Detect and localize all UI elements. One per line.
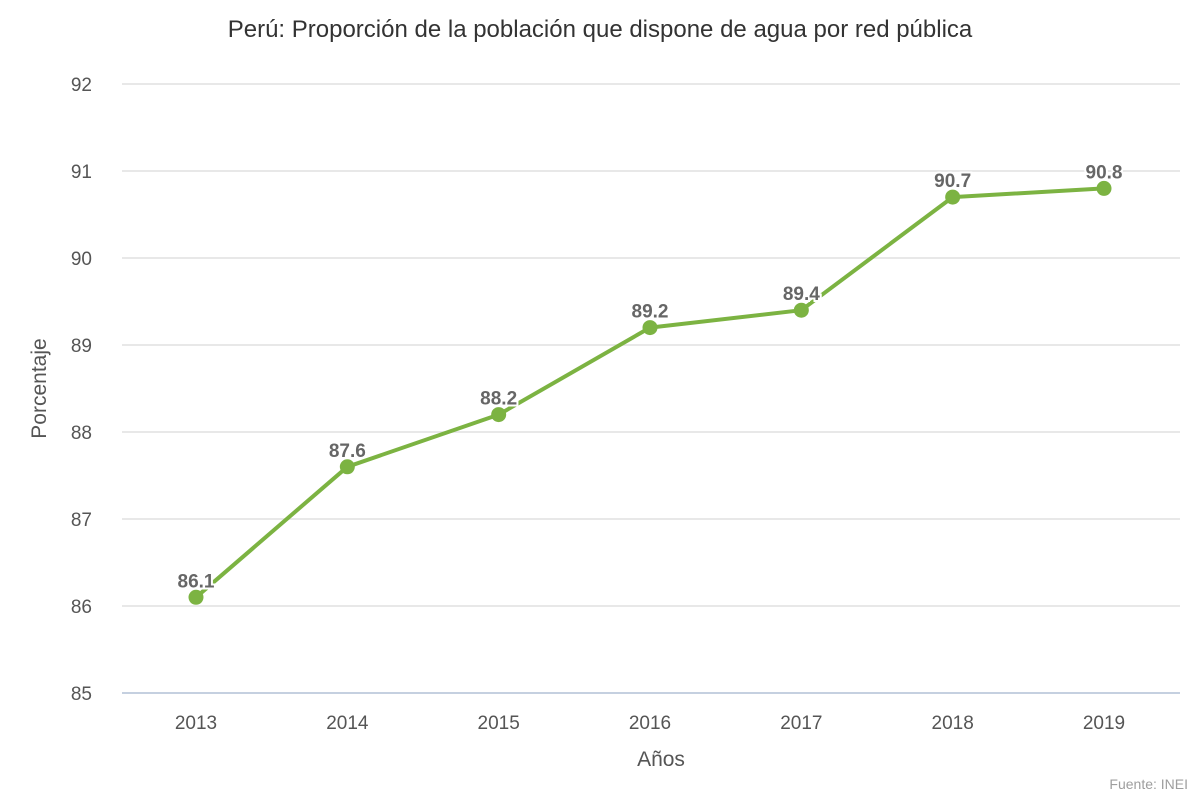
series-line — [194, 186, 1105, 599]
y-axis-title: Porcentaje — [28, 338, 51, 438]
data-point — [642, 320, 658, 336]
y-tick-label: 91 — [71, 162, 92, 183]
source-note: Fuente: INEI — [1109, 776, 1188, 792]
y-axis-ticks: 85 86 87 88 89 90 91 92 — [71, 75, 92, 705]
y-tick-label: 92 — [71, 75, 92, 96]
x-tick-label: 2017 — [780, 713, 822, 734]
x-tick-label: 2016 — [629, 713, 671, 734]
x-tick-label: 2015 — [478, 713, 520, 734]
data-label: 90.8 — [1086, 162, 1123, 183]
chart-title: Perú: Proporción de la población que dis… — [227, 16, 973, 43]
y-tick-label: 85 — [71, 684, 92, 705]
y-tick-label: 87 — [71, 510, 92, 531]
x-tick-label: 2013 — [175, 713, 217, 734]
y-tick-label: 90 — [71, 249, 92, 270]
data-label: 87.6 — [329, 441, 366, 462]
x-tick-label: 2014 — [326, 713, 369, 734]
data-label: 89.2 — [632, 302, 669, 323]
data-point — [491, 407, 507, 423]
data-point — [339, 459, 355, 475]
data-label: 89.4 — [783, 284, 820, 305]
y-tick-label: 88 — [71, 423, 92, 444]
data-label: 86.1 — [178, 571, 215, 592]
x-axis-ticks: 2013 2014 2015 2016 2017 2018 2019 — [175, 713, 1125, 734]
data-labels: 86.1 87.6 88.2 89.2 89.4 90.7 90.8 — [176, 160, 1125, 594]
data-point — [945, 189, 961, 205]
y-tick-label: 89 — [71, 336, 92, 357]
x-tick-label: 2019 — [1083, 713, 1125, 734]
data-point — [793, 302, 809, 318]
data-label: 90.7 — [934, 171, 971, 192]
gridlines — [122, 83, 1180, 607]
data-label: 88.2 — [480, 389, 517, 410]
y-tick-label: 86 — [71, 597, 92, 618]
data-point — [188, 589, 204, 605]
x-axis-title: Años — [637, 748, 685, 771]
data-point — [1096, 180, 1112, 196]
data-points — [188, 180, 1112, 605]
x-tick-label: 2018 — [932, 713, 974, 734]
